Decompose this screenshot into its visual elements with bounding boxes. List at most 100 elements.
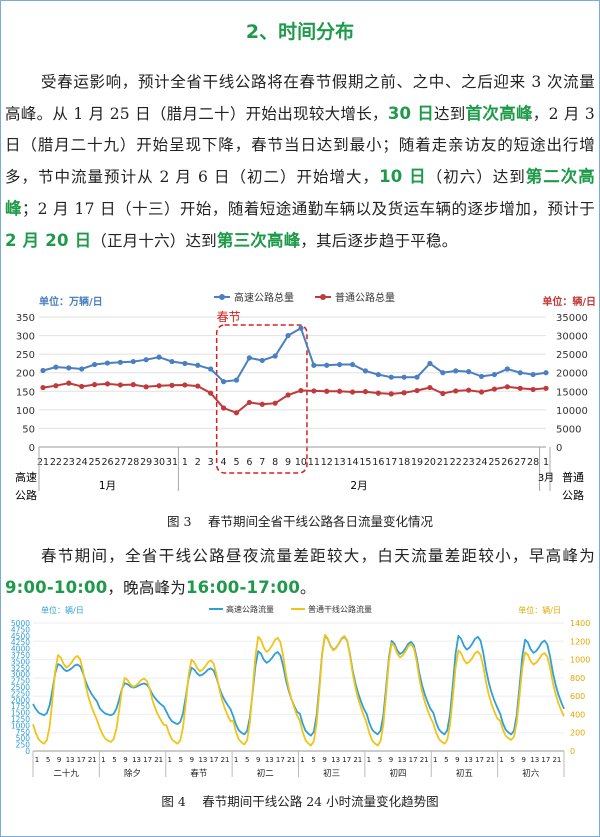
data-point: [272, 353, 278, 359]
hour-tick-label: 21: [486, 756, 495, 764]
text-segment: ；2 月 17 日（十三）开始，随着短途通勤车辆以及货运车辆的逐步增加，预计于: [21, 200, 596, 218]
hour-tick-label: 17: [276, 756, 285, 764]
data-point: [79, 383, 85, 390]
hour-tick-label: 21: [287, 756, 296, 764]
hour-tick-label: 1: [433, 756, 437, 764]
data-point: [117, 359, 123, 365]
data-point: [375, 390, 381, 396]
paragraph-traffic-peaks: 受春运影响，预计全省干线公路将在春节假期之前、之中、之后迎来 3 次流量高峰。从…: [5, 67, 595, 257]
left-tick-label: 2250: [11, 689, 30, 698]
daily-traffic-chart: 0 50 100 150 200 250 300 350 0 5000 10000 15000 2000…: [15, 291, 596, 502]
data-point: [517, 370, 523, 376]
right-tick-label: 10000: [556, 406, 588, 417]
right-tick-label: 200: [570, 729, 585, 738]
right-tick-label: 0: [570, 747, 575, 756]
hour-tick-label: 1: [234, 756, 238, 764]
left-axis-unit: 单位：万辆/日: [39, 295, 103, 308]
data-point: [388, 391, 394, 397]
x-tick-label: 29: [140, 457, 152, 468]
text-segment: （初六）达到: [426, 168, 526, 186]
x-tick-label: 26: [501, 457, 513, 468]
hour-tick-label: 21: [88, 756, 97, 764]
day-label: 初五: [456, 768, 474, 779]
highlight-third-peak: 第三次高峰: [216, 231, 301, 250]
highlight-first-peak: 首次高峰: [465, 104, 533, 123]
highlight-date: 10 日: [379, 167, 427, 186]
x-tick-label: 26: [101, 457, 113, 468]
series-line: [32, 634, 565, 737]
left-tick-label: 3000: [11, 670, 30, 679]
hour-tick-label: 1: [35, 756, 39, 764]
data-point: [233, 377, 240, 383]
legend-label: 普通干线公路流量: [308, 604, 372, 614]
hour-tick-label: 17: [541, 756, 550, 764]
hour-tick-label: 5: [179, 756, 183, 764]
legend-label: 普通公路总量: [335, 291, 395, 304]
hour-tick-label: 13: [265, 756, 274, 764]
data-point: [491, 386, 498, 392]
legend-label: 高速公路总量: [234, 291, 294, 304]
x-tick-label: 22: [50, 457, 62, 468]
data-point: [453, 388, 459, 394]
hour-tick-label: 1: [168, 756, 172, 764]
right-tick-label: 800: [570, 674, 585, 683]
data-point: [401, 374, 407, 380]
highlight-evening-peak: 16:00-17:00: [185, 578, 301, 597]
data-point: [156, 354, 162, 360]
left-tick-label: 1750: [11, 702, 30, 711]
data-point: [246, 399, 252, 406]
hour-tick-label: 13: [198, 756, 207, 764]
left-tick-label: 4750: [11, 625, 30, 634]
data-point: [478, 373, 485, 380]
x-tick-label: 6: [246, 457, 252, 468]
data-point: [517, 385, 523, 391]
data-point: [362, 389, 369, 395]
right-tick-label: 0: [556, 443, 562, 454]
data-point: [156, 383, 162, 389]
hour-tick-label: 13: [530, 756, 539, 764]
hour-tick-label: 21: [353, 756, 362, 764]
x-tick-label: 11: [308, 457, 320, 468]
x-tick-label: 23: [463, 457, 475, 468]
data-point: [182, 360, 188, 367]
x-tick-label: 9: [285, 457, 291, 468]
data-point: [246, 355, 252, 361]
x-tick-label: 19: [411, 457, 423, 468]
left-tick-label: 2500: [11, 683, 30, 692]
section-title: 2、时间分布: [245, 21, 355, 43]
hour-tick-label: 1: [367, 756, 371, 764]
data-point: [104, 381, 111, 387]
hour-tick-label: 9: [522, 756, 526, 764]
day-label: 初二: [257, 768, 275, 779]
right-tick-label: 20000: [556, 369, 588, 380]
left-tick-label: 350: [16, 313, 35, 324]
text-segment: ，晚高峰为: [107, 579, 186, 597]
x-tick-label: 24: [475, 457, 487, 468]
day-label: 初四: [390, 768, 407, 779]
x-tick-label: 23: [63, 457, 75, 468]
hour-tick-label: 5: [46, 756, 50, 764]
data-point: [427, 360, 433, 367]
hour-tick-label: 1: [300, 756, 304, 764]
x-tick-label: 30: [153, 457, 165, 468]
right-tick-label: 5000: [556, 424, 581, 435]
hour-tick-label: 13: [331, 756, 340, 764]
hour-tick-label: 9: [455, 756, 459, 764]
day-label: 初三: [323, 768, 340, 779]
data-point: [427, 384, 433, 391]
hour-tick-label: 9: [389, 756, 393, 764]
hour-tick-label: 5: [112, 756, 116, 764]
text-segment: （正月十六）达到: [91, 232, 217, 250]
data-point: [53, 383, 59, 389]
data-point: [324, 388, 330, 394]
left-tick-label: 1250: [11, 715, 30, 724]
data-point: [311, 388, 317, 394]
right-axis-unit: 单位：辆/日: [542, 295, 596, 308]
data-point: [143, 384, 149, 390]
x-tick-label: 28: [127, 457, 139, 468]
left-tick-label: 4250: [11, 638, 30, 647]
left-tick-label: 4500: [11, 632, 30, 641]
right-tick-label: 30000: [556, 332, 588, 343]
right-tick-label: 1000: [570, 656, 590, 665]
text-segment: 达到: [434, 105, 466, 123]
